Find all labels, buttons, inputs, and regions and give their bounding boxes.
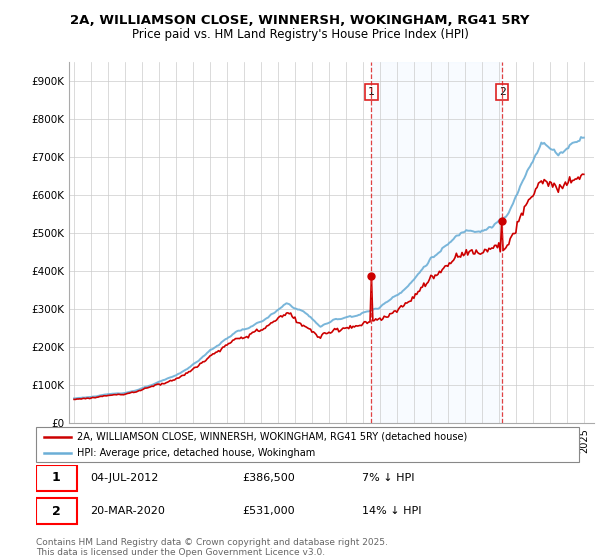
FancyBboxPatch shape (36, 427, 579, 462)
Text: 04-JUL-2012: 04-JUL-2012 (91, 473, 158, 483)
FancyBboxPatch shape (36, 498, 77, 524)
Text: 2A, WILLIAMSON CLOSE, WINNERSH, WOKINGHAM, RG41 5RY (detached house): 2A, WILLIAMSON CLOSE, WINNERSH, WOKINGHA… (77, 432, 467, 442)
Text: £386,500: £386,500 (242, 473, 295, 483)
FancyBboxPatch shape (36, 465, 77, 491)
Text: Price paid vs. HM Land Registry's House Price Index (HPI): Price paid vs. HM Land Registry's House … (131, 28, 469, 41)
Text: 7% ↓ HPI: 7% ↓ HPI (362, 473, 415, 483)
Text: HPI: Average price, detached house, Wokingham: HPI: Average price, detached house, Woki… (77, 449, 315, 458)
Point (497, 216, 507, 225)
Text: 20-MAR-2020: 20-MAR-2020 (91, 506, 165, 516)
Text: 2: 2 (499, 87, 506, 97)
Text: 14% ↓ HPI: 14% ↓ HPI (362, 506, 421, 516)
Bar (371, 62, 502, 423)
Text: Contains HM Land Registry data © Crown copyright and database right 2025.
This d: Contains HM Land Registry data © Crown c… (36, 538, 388, 557)
Text: 2A, WILLIAMSON CLOSE, WINNERSH, WOKINGHAM, RG41 5RY: 2A, WILLIAMSON CLOSE, WINNERSH, WOKINGHA… (70, 14, 530, 27)
Text: 2: 2 (52, 505, 61, 517)
Text: 1: 1 (368, 87, 375, 97)
Text: £531,000: £531,000 (242, 506, 295, 516)
Text: 1: 1 (52, 471, 61, 484)
Point (367, 272, 376, 281)
